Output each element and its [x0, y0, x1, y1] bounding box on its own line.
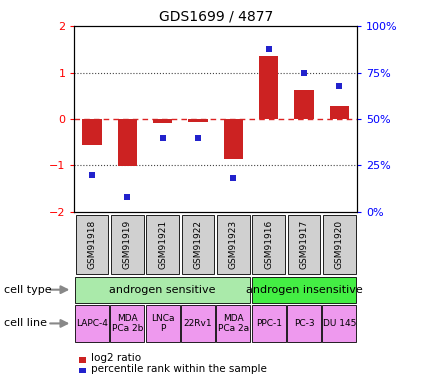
Title: GDS1699 / 4877: GDS1699 / 4877 [159, 10, 273, 24]
FancyBboxPatch shape [111, 215, 144, 274]
Text: 22Rv1: 22Rv1 [184, 319, 212, 328]
Bar [153, 119, 173, 123]
Text: percentile rank within the sample: percentile rank within the sample [91, 364, 266, 374]
Text: log2 ratio: log2 ratio [91, 353, 141, 363]
Bar [330, 106, 349, 119]
FancyBboxPatch shape [75, 277, 250, 303]
Bar [259, 56, 278, 119]
Bar [294, 90, 314, 119]
Bar [188, 119, 208, 122]
FancyBboxPatch shape [147, 215, 179, 274]
FancyBboxPatch shape [252, 215, 285, 274]
Text: MDA
PCa 2a: MDA PCa 2a [218, 314, 249, 333]
Text: GSM91923: GSM91923 [229, 220, 238, 269]
Text: GSM91919: GSM91919 [123, 220, 132, 269]
Text: androgen sensitive: androgen sensitive [110, 285, 216, 295]
Text: LAPC-4: LAPC-4 [76, 319, 108, 328]
Bar [224, 119, 243, 159]
FancyBboxPatch shape [287, 305, 321, 342]
Text: DU 145: DU 145 [323, 319, 356, 328]
Text: GSM91921: GSM91921 [158, 220, 167, 269]
FancyBboxPatch shape [217, 215, 249, 274]
FancyBboxPatch shape [181, 305, 215, 342]
Text: GSM91918: GSM91918 [88, 220, 96, 269]
FancyBboxPatch shape [216, 305, 250, 342]
Bar [118, 119, 137, 166]
FancyBboxPatch shape [76, 215, 108, 274]
FancyBboxPatch shape [182, 215, 214, 274]
Text: PPC-1: PPC-1 [256, 319, 282, 328]
FancyBboxPatch shape [323, 305, 356, 342]
Bar [82, 119, 102, 145]
FancyBboxPatch shape [323, 215, 356, 274]
FancyBboxPatch shape [252, 305, 286, 342]
Text: cell type: cell type [4, 285, 52, 295]
Text: LNCa
P: LNCa P [151, 314, 174, 333]
Text: androgen insensitive: androgen insensitive [246, 285, 363, 295]
Text: PC-3: PC-3 [294, 319, 314, 328]
Text: cell line: cell line [4, 318, 47, 328]
Text: GSM91922: GSM91922 [193, 220, 203, 269]
FancyBboxPatch shape [75, 305, 109, 342]
FancyBboxPatch shape [110, 305, 144, 342]
FancyBboxPatch shape [146, 305, 180, 342]
FancyBboxPatch shape [288, 215, 320, 274]
FancyBboxPatch shape [252, 277, 356, 303]
Text: MDA
PCa 2b: MDA PCa 2b [112, 314, 143, 333]
Text: GSM91916: GSM91916 [264, 220, 273, 269]
Text: GSM91920: GSM91920 [335, 220, 344, 269]
Text: GSM91917: GSM91917 [300, 220, 309, 269]
